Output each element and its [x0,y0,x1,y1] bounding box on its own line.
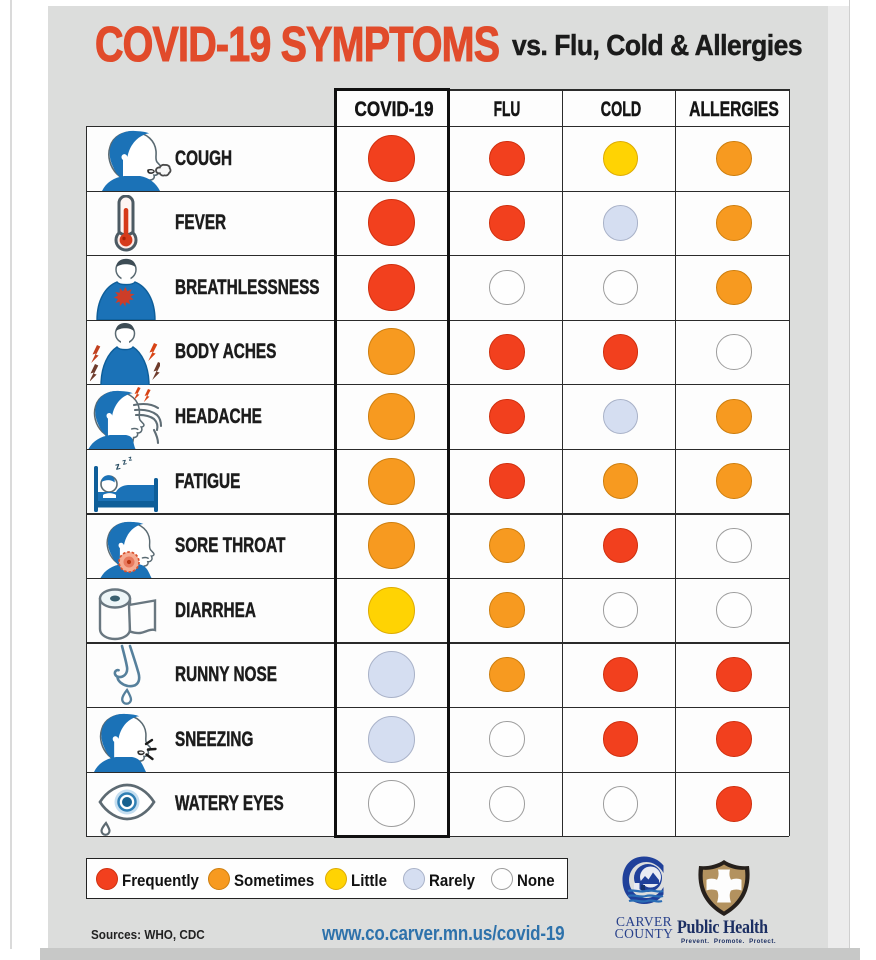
svg-text:z: z [121,456,128,467]
svg-text:z: z [114,461,122,473]
svg-text:z: z [128,455,134,463]
